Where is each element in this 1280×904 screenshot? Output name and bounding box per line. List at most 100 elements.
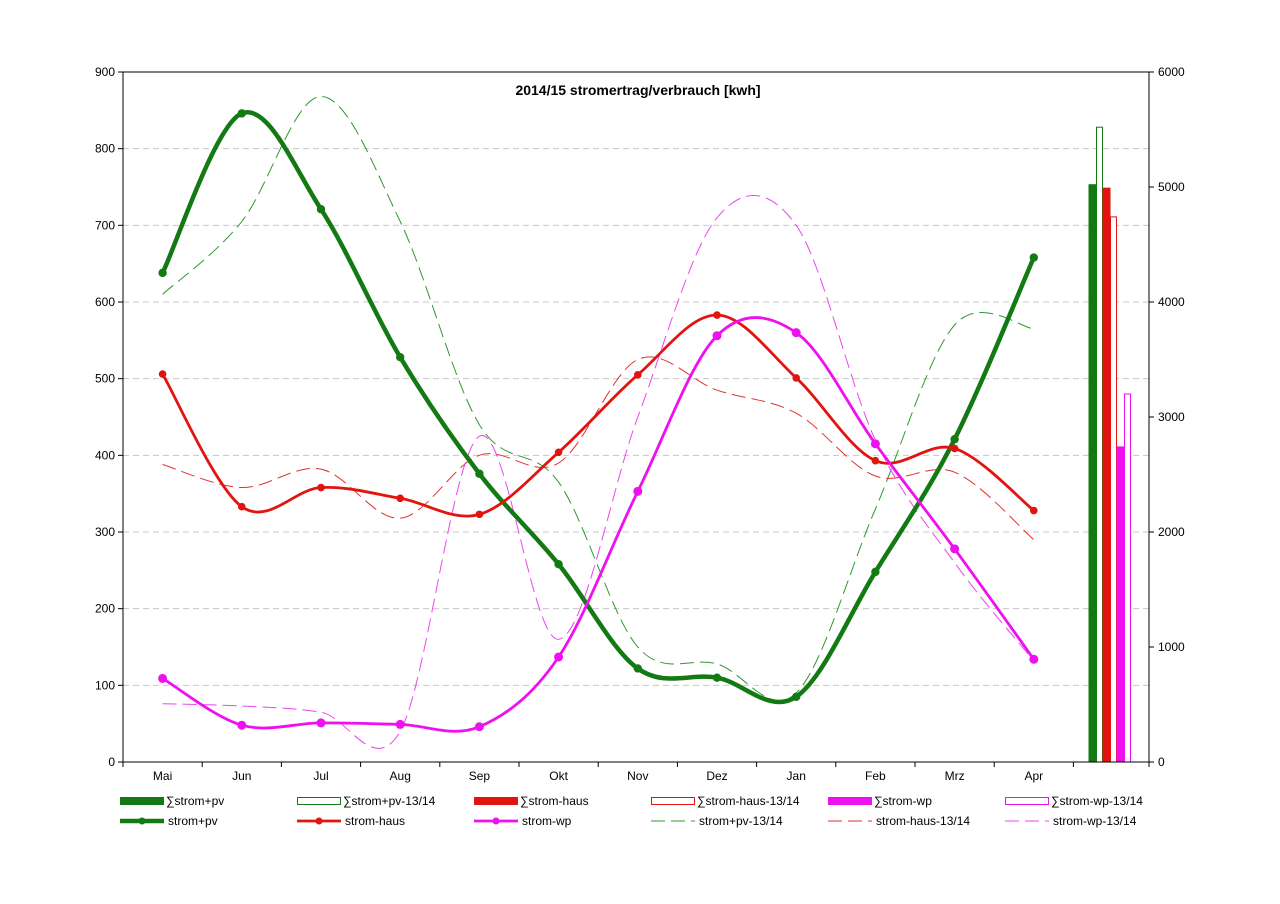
total-bar xyxy=(1116,446,1125,763)
x-tick-label: Okt xyxy=(549,769,568,783)
legend-label: strom-wp xyxy=(522,814,572,828)
series-line xyxy=(162,95,1034,702)
data-point xyxy=(792,374,800,382)
y-right-tick-label: 3000 xyxy=(1158,410,1185,424)
legend-marker xyxy=(138,817,146,825)
x-tick-label: Jun xyxy=(232,769,251,783)
y-right-tick-label: 4000 xyxy=(1158,295,1185,309)
data-point xyxy=(1030,506,1038,515)
total-bar xyxy=(1096,126,1103,763)
x-tick-label: Mai xyxy=(153,769,172,783)
data-point xyxy=(712,331,722,341)
total-bar xyxy=(1088,184,1097,763)
legend-label: strom+pv xyxy=(168,814,218,828)
y-left-tick-label: 800 xyxy=(95,142,115,156)
data-point xyxy=(554,652,564,662)
data-point xyxy=(1029,253,1039,262)
y-left-tick-label: 500 xyxy=(95,372,115,386)
data-point xyxy=(712,673,722,682)
x-tick-label: Apr xyxy=(1024,769,1043,783)
legend: ∑strom+pv ∑strom+pv-13/14 ∑strom-haus ∑stro… xyxy=(120,794,1143,828)
legend-label: ∑strom+pv xyxy=(166,794,224,808)
data-point xyxy=(713,311,721,319)
legend-marker xyxy=(315,817,323,825)
y-right-tick-label: 2000 xyxy=(1158,525,1185,539)
legend-label: ∑strom-wp xyxy=(874,794,932,808)
y-right-tick-label: 1000 xyxy=(1158,640,1185,654)
y-left-tick-label: 600 xyxy=(95,295,115,309)
data-point xyxy=(871,456,880,465)
data-point xyxy=(158,370,167,378)
data-point xyxy=(316,718,326,728)
data-point xyxy=(791,328,801,338)
series-line xyxy=(160,110,1036,705)
data-point xyxy=(870,439,880,449)
data-point xyxy=(475,510,484,519)
axes: 0 100 200 300 400 500 600 700 800 900 0 1000 2000 300… xyxy=(95,65,1185,783)
legend-label: strom-haus xyxy=(345,814,405,828)
legend-swatch xyxy=(1005,797,1049,805)
legend-swatch xyxy=(474,797,518,805)
series-line xyxy=(161,313,1035,518)
data-point xyxy=(554,448,563,457)
y-right-tick-label: 5000 xyxy=(1158,180,1185,194)
data-point xyxy=(237,720,247,730)
legend-swatch xyxy=(297,797,341,805)
data-point xyxy=(475,469,484,478)
legend-label: ∑strom-haus xyxy=(520,794,589,808)
total-bar xyxy=(1110,216,1117,763)
x-tick-label: Dez xyxy=(706,769,727,783)
data-point xyxy=(474,722,484,732)
x-tick-label: Feb xyxy=(865,769,886,783)
data-point xyxy=(396,494,405,503)
data-point xyxy=(396,353,405,362)
data-point xyxy=(633,486,643,496)
data-point xyxy=(158,673,168,683)
legend-label: strom-haus-13/14 xyxy=(876,814,970,828)
data-point xyxy=(395,719,405,729)
legend-label: ∑strom-wp-13/14 xyxy=(1051,794,1143,808)
x-tick-label: Jul xyxy=(313,769,328,783)
y-left-tick-label: 700 xyxy=(95,218,115,232)
legend-swatch xyxy=(828,797,872,805)
legend-label: ∑strom-haus-13/14 xyxy=(697,794,800,808)
data-point xyxy=(950,435,959,444)
y-left-tick-label: 400 xyxy=(95,448,115,462)
data-point xyxy=(317,483,325,492)
legend-label: strom+pv-13/14 xyxy=(699,814,783,828)
legend-swatch xyxy=(120,797,164,805)
series-lines xyxy=(158,95,1039,749)
data-point xyxy=(792,692,801,702)
y-left-tick-label: 200 xyxy=(95,602,115,616)
data-point xyxy=(950,544,960,554)
y-right-tick-label: 6000 xyxy=(1158,65,1185,79)
data-point xyxy=(554,560,563,569)
data-point xyxy=(158,268,167,278)
data-point xyxy=(1029,654,1039,664)
legend-label: ∑strom+pv-13/14 xyxy=(343,794,436,808)
data-point xyxy=(871,567,880,577)
series-line xyxy=(162,356,1035,541)
chart-title: 2014/15 stromertrag/verbrauch [kwh] xyxy=(515,82,760,98)
legend-label: strom-wp-13/14 xyxy=(1053,814,1137,828)
gridlines xyxy=(123,148,1149,686)
legend-marker xyxy=(492,817,500,825)
y-left-tick-label: 300 xyxy=(95,525,115,539)
data-point xyxy=(237,109,246,118)
total-bars xyxy=(1088,126,1131,763)
data-point xyxy=(633,664,642,673)
data-point xyxy=(950,444,959,453)
x-tick-label: Nov xyxy=(627,769,648,783)
y-left-tick-label: 100 xyxy=(95,678,115,692)
y-left-tick-label: 900 xyxy=(95,65,115,79)
data-point xyxy=(634,371,642,379)
data-point xyxy=(316,205,326,214)
legend-swatch xyxy=(651,797,695,805)
x-tick-label: Jan xyxy=(787,769,806,783)
data-point xyxy=(238,502,246,511)
x-tick-label: Sep xyxy=(469,769,491,783)
y-right-tick-label: 0 xyxy=(1158,755,1165,769)
total-bar xyxy=(1124,393,1131,763)
y-left-tick-label: 0 xyxy=(108,755,115,769)
